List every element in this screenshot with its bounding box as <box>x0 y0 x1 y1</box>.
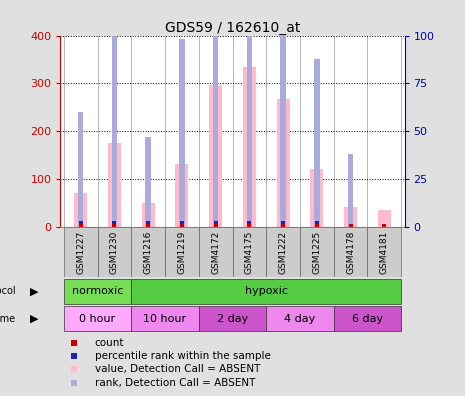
FancyBboxPatch shape <box>232 227 266 278</box>
Bar <box>281 224 285 227</box>
Bar <box>142 203 154 227</box>
FancyBboxPatch shape <box>64 279 131 304</box>
FancyBboxPatch shape <box>98 227 131 278</box>
FancyBboxPatch shape <box>131 279 401 304</box>
Bar <box>146 137 151 227</box>
Text: rank, Detection Call = ABSENT: rank, Detection Call = ABSENT <box>95 377 255 388</box>
Bar <box>213 0 219 227</box>
Text: GSM1222: GSM1222 <box>279 230 288 274</box>
Bar <box>246 0 252 227</box>
Text: time: time <box>0 314 16 324</box>
Bar <box>113 224 116 227</box>
Bar <box>378 210 391 227</box>
FancyBboxPatch shape <box>266 227 300 278</box>
Bar <box>344 207 357 227</box>
Bar <box>175 164 188 227</box>
Bar <box>280 0 286 227</box>
Text: protocol: protocol <box>0 286 16 296</box>
Bar <box>74 193 87 227</box>
Bar <box>78 112 83 227</box>
Bar <box>209 85 222 227</box>
Bar <box>315 224 319 227</box>
FancyBboxPatch shape <box>367 227 401 278</box>
Text: hypoxic: hypoxic <box>245 286 288 296</box>
FancyBboxPatch shape <box>64 227 98 278</box>
Bar <box>79 221 83 224</box>
Text: value, Detection Call = ABSENT: value, Detection Call = ABSENT <box>95 364 260 375</box>
Bar <box>247 221 252 224</box>
Text: 10 hour: 10 hour <box>144 314 186 324</box>
Bar <box>348 154 353 227</box>
Text: GSM4175: GSM4175 <box>245 230 254 274</box>
Bar <box>180 224 184 227</box>
Text: GSM1225: GSM1225 <box>312 230 321 274</box>
Bar <box>180 221 184 224</box>
Text: normoxic: normoxic <box>72 286 123 296</box>
Bar <box>247 224 252 227</box>
Text: 6 day: 6 day <box>352 314 383 324</box>
Text: GSM4172: GSM4172 <box>211 230 220 274</box>
Bar <box>146 221 150 224</box>
FancyBboxPatch shape <box>334 227 367 278</box>
Text: GSM1227: GSM1227 <box>76 230 85 274</box>
FancyBboxPatch shape <box>266 307 334 331</box>
Title: GDS59 / 162610_at: GDS59 / 162610_at <box>165 21 300 34</box>
Bar <box>146 224 150 227</box>
Text: percentile rank within the sample: percentile rank within the sample <box>95 351 271 362</box>
FancyBboxPatch shape <box>334 307 401 331</box>
Bar <box>108 143 121 227</box>
Bar <box>213 224 218 227</box>
FancyBboxPatch shape <box>199 307 266 331</box>
Bar <box>311 169 323 227</box>
FancyBboxPatch shape <box>199 227 232 278</box>
FancyBboxPatch shape <box>131 227 165 278</box>
Bar <box>315 221 319 224</box>
FancyBboxPatch shape <box>131 307 199 331</box>
Text: GSM1230: GSM1230 <box>110 230 119 274</box>
Text: 4 day: 4 day <box>284 314 316 324</box>
Bar <box>213 221 218 224</box>
Text: 0 hour: 0 hour <box>80 314 116 324</box>
Text: GSM4178: GSM4178 <box>346 230 355 274</box>
Bar <box>113 221 116 224</box>
Bar <box>314 59 319 227</box>
Text: GSM1216: GSM1216 <box>144 230 153 274</box>
Bar <box>277 99 290 227</box>
Text: 2 day: 2 day <box>217 314 248 324</box>
Bar <box>112 7 117 227</box>
Bar <box>179 40 185 227</box>
Text: GSM4181: GSM4181 <box>380 230 389 274</box>
FancyBboxPatch shape <box>64 307 131 331</box>
Bar <box>349 224 352 227</box>
Text: count: count <box>95 338 124 348</box>
Bar <box>382 224 386 227</box>
Text: ▶: ▶ <box>30 314 38 324</box>
Text: GSM1219: GSM1219 <box>177 230 186 274</box>
Bar <box>281 221 285 224</box>
Bar <box>243 67 256 227</box>
FancyBboxPatch shape <box>300 227 334 278</box>
Bar <box>79 224 83 227</box>
Text: ▶: ▶ <box>30 286 38 296</box>
FancyBboxPatch shape <box>165 227 199 278</box>
